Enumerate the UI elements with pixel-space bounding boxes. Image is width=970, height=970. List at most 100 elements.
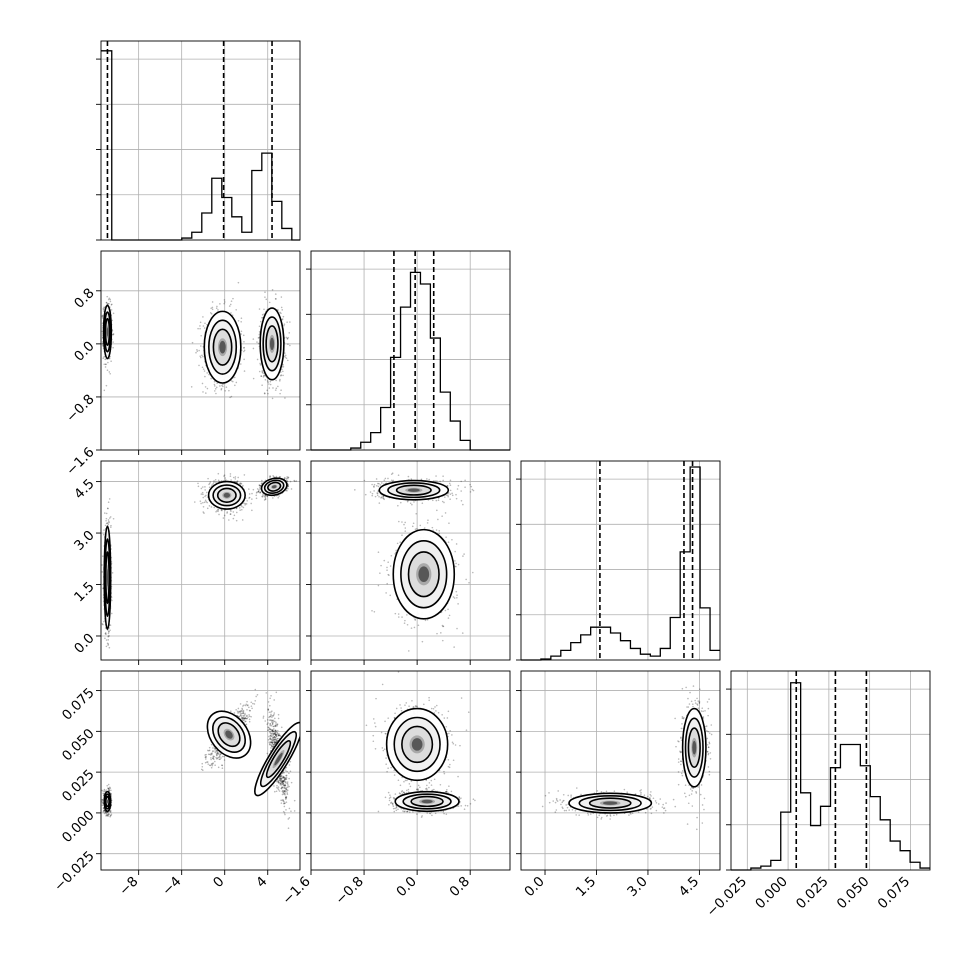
sample-point [267, 392, 269, 395]
sample-point [219, 303, 221, 305]
sample-point [289, 480, 292, 483]
sample-point [107, 631, 110, 633]
sample-point [295, 480, 298, 482]
sample-point [210, 377, 212, 380]
sample-point [200, 502, 202, 505]
sample-point [112, 341, 114, 343]
sample-point [202, 368, 205, 370]
sample-point [259, 364, 262, 366]
sample-point [257, 490, 260, 493]
sample-point [235, 381, 238, 384]
sample-point [261, 372, 264, 374]
sample-point [286, 337, 289, 340]
sample-point [257, 491, 260, 493]
sample-point [102, 799, 104, 801]
sample-point [210, 506, 213, 508]
sample-point [228, 305, 231, 307]
sample-point [105, 517, 108, 520]
sample-point [280, 389, 282, 391]
sample-point [219, 385, 221, 387]
sample-point [112, 346, 114, 349]
sample-point [211, 308, 214, 311]
sample-point [109, 809, 112, 812]
sample-point [237, 476, 239, 479]
sample-point [286, 489, 288, 492]
sample-point [108, 520, 110, 523]
sample-point [103, 620, 105, 623]
sample-point [235, 309, 237, 311]
sample-point [107, 501, 110, 504]
sample-point [251, 498, 253, 500]
sample-point [206, 491, 208, 494]
sample-point [243, 346, 245, 349]
sample-point [223, 474, 226, 476]
sample-point [101, 315, 104, 317]
sample-point [230, 479, 232, 481]
sample-point [269, 476, 271, 479]
sample-point [191, 341, 194, 344]
sample-point [102, 807, 105, 810]
sample-point [232, 517, 235, 520]
sample-point [206, 372, 208, 374]
sample-point [108, 521, 110, 524]
sample-point [105, 633, 107, 636]
sample-point [206, 507, 209, 510]
sample-point [228, 519, 230, 521]
sample-point [286, 321, 288, 323]
sample-point [200, 345, 202, 347]
sample-point [210, 307, 212, 310]
sample-point [204, 322, 206, 325]
sample-point [107, 635, 110, 637]
sample-point [257, 337, 260, 339]
sample-point [104, 811, 106, 813]
sample-point [107, 787, 110, 790]
sample-point [236, 480, 238, 483]
sample-point [238, 507, 241, 509]
sample-point [109, 811, 112, 813]
hist-step-3 [731, 682, 930, 871]
sample-point [277, 496, 280, 499]
sample-point [103, 356, 105, 358]
sample-point [197, 327, 199, 330]
sample-point [224, 389, 227, 392]
sample-point [282, 315, 285, 318]
sample-point [209, 481, 212, 483]
sample-point [101, 800, 103, 803]
sample-point [286, 359, 289, 362]
sample-point [215, 510, 217, 513]
sample-point [105, 639, 108, 641]
sample-point [261, 313, 264, 316]
sample-point [104, 524, 107, 527]
sample-point [109, 298, 112, 301]
sample-point [106, 815, 109, 817]
sample-point [214, 478, 217, 481]
sample-point [285, 336, 288, 339]
sample-point [213, 385, 216, 387]
sample-point [288, 332, 291, 334]
sample-point [258, 370, 261, 373]
sample-point [267, 381, 269, 383]
sample-point [108, 517, 111, 519]
sample-point [101, 342, 104, 345]
sample-point [111, 303, 113, 306]
sample-point [107, 361, 109, 364]
sample-point [287, 487, 289, 490]
sample-point [209, 312, 212, 314]
sample-point [275, 298, 277, 300]
sample-point [281, 318, 284, 320]
sample-point [260, 375, 263, 378]
sample-point [255, 494, 258, 497]
sample-point [109, 814, 112, 817]
sample-point [223, 475, 225, 477]
sample-point [243, 474, 246, 476]
sample-point [109, 372, 112, 375]
sample-point [242, 506, 245, 509]
sample-point [101, 555, 104, 558]
sample-point [232, 511, 235, 513]
sample-point [279, 311, 281, 314]
sample-point [220, 387, 223, 390]
sample-point [282, 364, 284, 366]
sample-point [199, 356, 202, 359]
sample-point [103, 812, 106, 815]
sample-point [257, 342, 260, 345]
